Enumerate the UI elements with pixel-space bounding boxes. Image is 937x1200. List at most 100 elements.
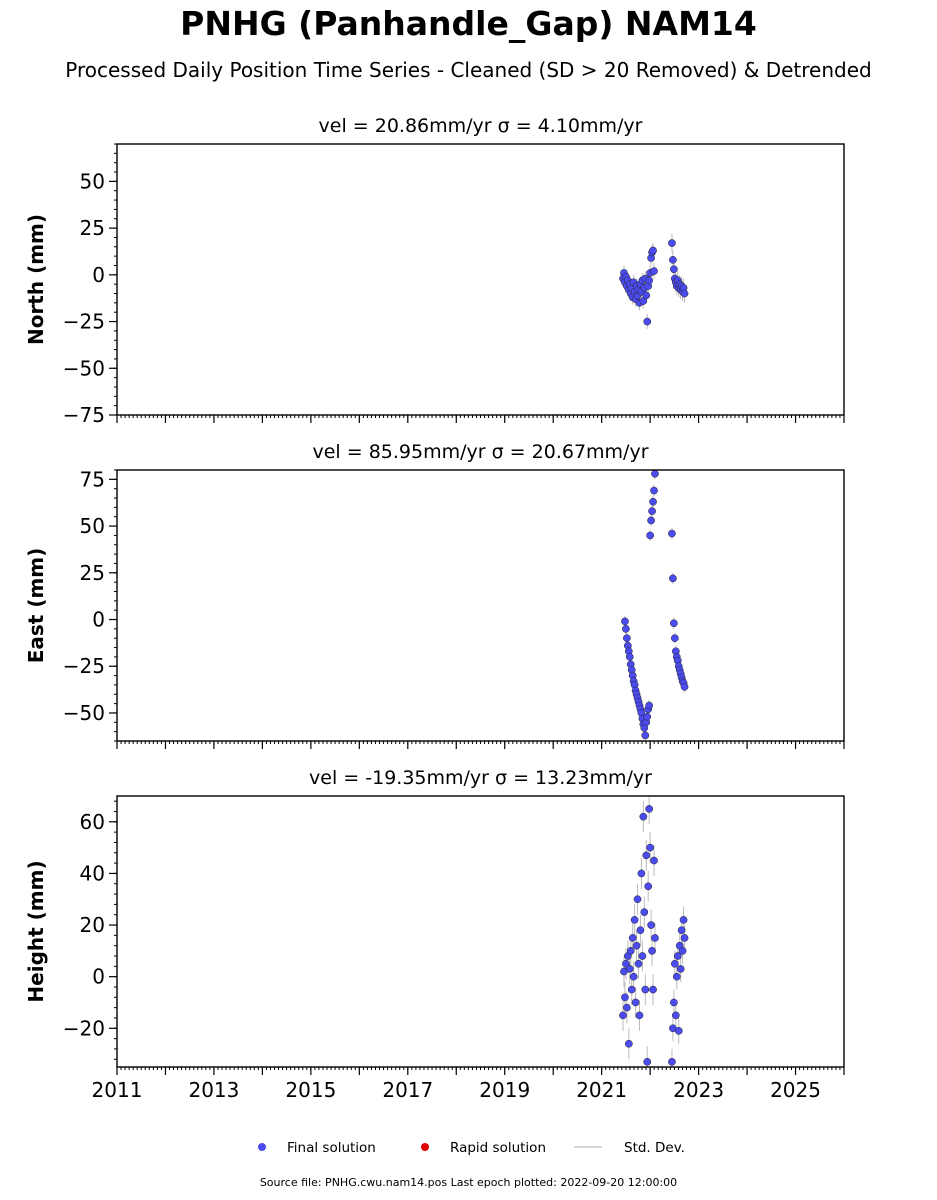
data-point	[628, 934, 637, 942]
data-point	[640, 908, 649, 916]
data-point	[623, 634, 631, 643]
data-point	[641, 731, 650, 740]
y-tick-label: 50	[80, 169, 105, 193]
x-tick-label: 2025	[770, 1078, 821, 1102]
data-point	[650, 856, 658, 865]
data-point	[643, 712, 652, 721]
data-point	[680, 289, 689, 298]
y-tick-label: 60	[80, 810, 105, 834]
data-point	[635, 1011, 644, 1020]
data-point	[642, 851, 651, 860]
data-point	[670, 619, 678, 628]
data-point	[641, 985, 650, 994]
data-point	[669, 256, 677, 264]
data-point	[642, 291, 651, 300]
data-point	[668, 529, 676, 538]
x-tick-label: 2023	[673, 1078, 724, 1102]
data-point	[650, 267, 658, 275]
data-point	[649, 985, 657, 994]
y-tick-label: 75	[80, 467, 105, 491]
data-point	[638, 952, 647, 960]
figure-title: PNHG (Panhandle_Gap) NAM14	[180, 4, 757, 43]
panel-east: vel = 85.95mm/yr σ = 20.67mm/yr East (mm)…	[24, 441, 845, 749]
data-point	[625, 965, 634, 973]
data-point	[644, 882, 653, 891]
data-point	[680, 934, 689, 942]
x-tick-label: 2021	[576, 1078, 627, 1102]
y-axis-label: North (mm)	[24, 214, 48, 345]
panels: vel = 20.86mm/yr σ = 4.10mm/yr North (mm)…	[24, 115, 845, 1102]
data-point	[623, 1003, 631, 1012]
data-point	[647, 921, 655, 929]
y-tick-label: 0	[92, 263, 105, 287]
data-point	[646, 843, 654, 852]
plot-frame	[116, 143, 845, 416]
data-point	[621, 617, 629, 626]
y-tick-label: −75	[63, 403, 105, 427]
data-point	[622, 625, 630, 633]
data-point	[629, 972, 638, 981]
x-tick-label: 2015	[285, 1078, 336, 1102]
data-layer	[619, 796, 689, 1067]
data-point	[674, 1027, 683, 1035]
panel-height: vel = -19.35mm/yr σ = 13.23mm/yr Height (…	[24, 767, 845, 1102]
legend-label: Std. Dev.	[624, 1140, 685, 1156]
figure-subtitle: Processed Daily Position Time Series - C…	[65, 58, 872, 82]
legend-label: Rapid solution	[450, 1140, 546, 1156]
data-point	[645, 805, 654, 813]
data-point	[627, 985, 636, 994]
data-point	[625, 653, 634, 661]
y-axis-label: East (mm)	[24, 548, 48, 664]
data-point	[671, 634, 679, 643]
data-point	[668, 1057, 676, 1066]
data-point	[643, 317, 652, 326]
data-point	[677, 926, 686, 935]
data-point	[645, 276, 654, 285]
data-point	[630, 916, 639, 924]
data-point	[672, 972, 681, 981]
source-footer: Source file: PNHG.cwu.nam14.pos Last epo…	[259, 1176, 678, 1189]
data-point	[647, 516, 655, 525]
data-point	[668, 239, 676, 247]
legend-marker	[258, 1143, 266, 1151]
legend-item: Rapid solution	[421, 1140, 546, 1156]
y-tick-label: −50	[63, 356, 105, 380]
y-tick-label: 0	[92, 608, 105, 632]
data-point	[671, 959, 679, 968]
x-tick-label: 2013	[188, 1078, 239, 1102]
data-point	[680, 682, 689, 691]
data-point	[650, 486, 658, 495]
data-point	[639, 812, 648, 821]
data-point	[673, 952, 682, 960]
data-point	[648, 507, 656, 515]
y-tick-label: −20	[63, 1016, 105, 1040]
data-point	[646, 531, 654, 540]
data-point	[678, 947, 687, 955]
data-point	[637, 869, 646, 878]
y-tick-label: 20	[80, 913, 105, 937]
plot-frame	[116, 469, 845, 742]
data-point	[626, 947, 635, 955]
data-point	[670, 998, 678, 1007]
legend-item: Std. Dev.	[574, 1140, 685, 1156]
panel-title-north: vel = 20.86mm/yr σ = 4.10mm/yr	[319, 115, 643, 137]
data-point	[679, 916, 688, 924]
data-point	[632, 941, 641, 950]
y-tick-label: −25	[63, 310, 105, 334]
data-point	[649, 497, 657, 506]
y-tick-label: 25	[80, 561, 105, 585]
data-point	[676, 965, 685, 973]
x-tick-label: 2019	[479, 1078, 530, 1102]
panel-north: vel = 20.86mm/yr σ = 4.10mm/yr North (mm)…	[24, 115, 845, 427]
data-point	[619, 1011, 627, 1020]
legend: Final solution Rapid solution Std. Dev.	[258, 1140, 685, 1156]
panel-title-height: vel = -19.35mm/yr σ = 13.23mm/yr	[309, 767, 652, 789]
data-point	[624, 1039, 633, 1048]
y-tick-label: 50	[80, 514, 105, 538]
data-point	[643, 1057, 652, 1066]
data-point	[634, 959, 643, 968]
data-layer	[621, 470, 689, 741]
legend-label: Final solution	[287, 1140, 376, 1156]
legend-marker	[421, 1143, 429, 1151]
